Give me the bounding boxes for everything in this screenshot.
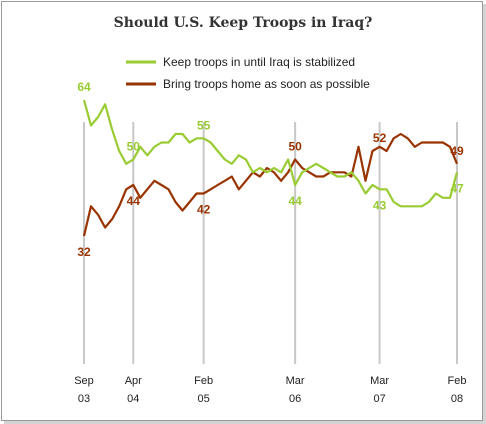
data-label-0: 64 <box>77 80 91 94</box>
data-label-7: 44 <box>127 194 141 208</box>
x-tick-month-5: Feb <box>448 375 467 387</box>
data-label-2: 55 <box>197 118 211 132</box>
chart-title: Should U.S. Keep Troops in Iraq? <box>114 15 373 31</box>
x-tick-year-3: 06 <box>289 393 301 405</box>
series-line-0 <box>82 99 459 208</box>
frame-shadow-bottom <box>4 421 486 424</box>
data-label-4: 43 <box>373 198 387 212</box>
data-label-8: 42 <box>197 203 211 217</box>
x-tick-year-0: 03 <box>78 393 90 405</box>
x-axis-ticks: Sep 03 Apr 04 Feb 05 Mar 06 Mar 07 Feb 08 <box>74 375 466 405</box>
data-label-11: 49 <box>450 144 464 158</box>
data-label-5: 47 <box>450 181 464 195</box>
legend-label-home: Bring troops home as soon as possible <box>163 77 370 91</box>
data-label-1: 50 <box>127 140 141 154</box>
data-label-9: 50 <box>288 140 302 154</box>
x-tick-month-4: Mar <box>370 375 389 387</box>
x-tick-month-2: Feb <box>194 375 213 387</box>
x-tick-month-1: Apr <box>125 375 142 387</box>
x-tick-month-3: Mar <box>286 375 305 387</box>
x-tick-month-0: Sep <box>74 375 94 387</box>
x-tick-year-5: 08 <box>451 393 463 405</box>
frame-shadow-right <box>483 4 486 424</box>
series-lines <box>82 99 459 237</box>
drop-lines <box>83 122 458 364</box>
legend-label-keep: Keep troops in until Iraq is stabilized <box>163 55 355 69</box>
data-labels: 64 50 55 44 43 47 32 44 42 50 52 49 <box>77 80 464 259</box>
data-label-6: 32 <box>77 245 91 259</box>
x-tick-year-1: 04 <box>127 393 139 405</box>
x-tick-year-2: 05 <box>198 393 210 405</box>
data-label-3: 44 <box>288 194 302 208</box>
legend: Keep troops in until Iraq is stabilized … <box>126 55 370 91</box>
x-tick-year-4: 07 <box>373 393 385 405</box>
data-label-10: 52 <box>373 131 387 145</box>
